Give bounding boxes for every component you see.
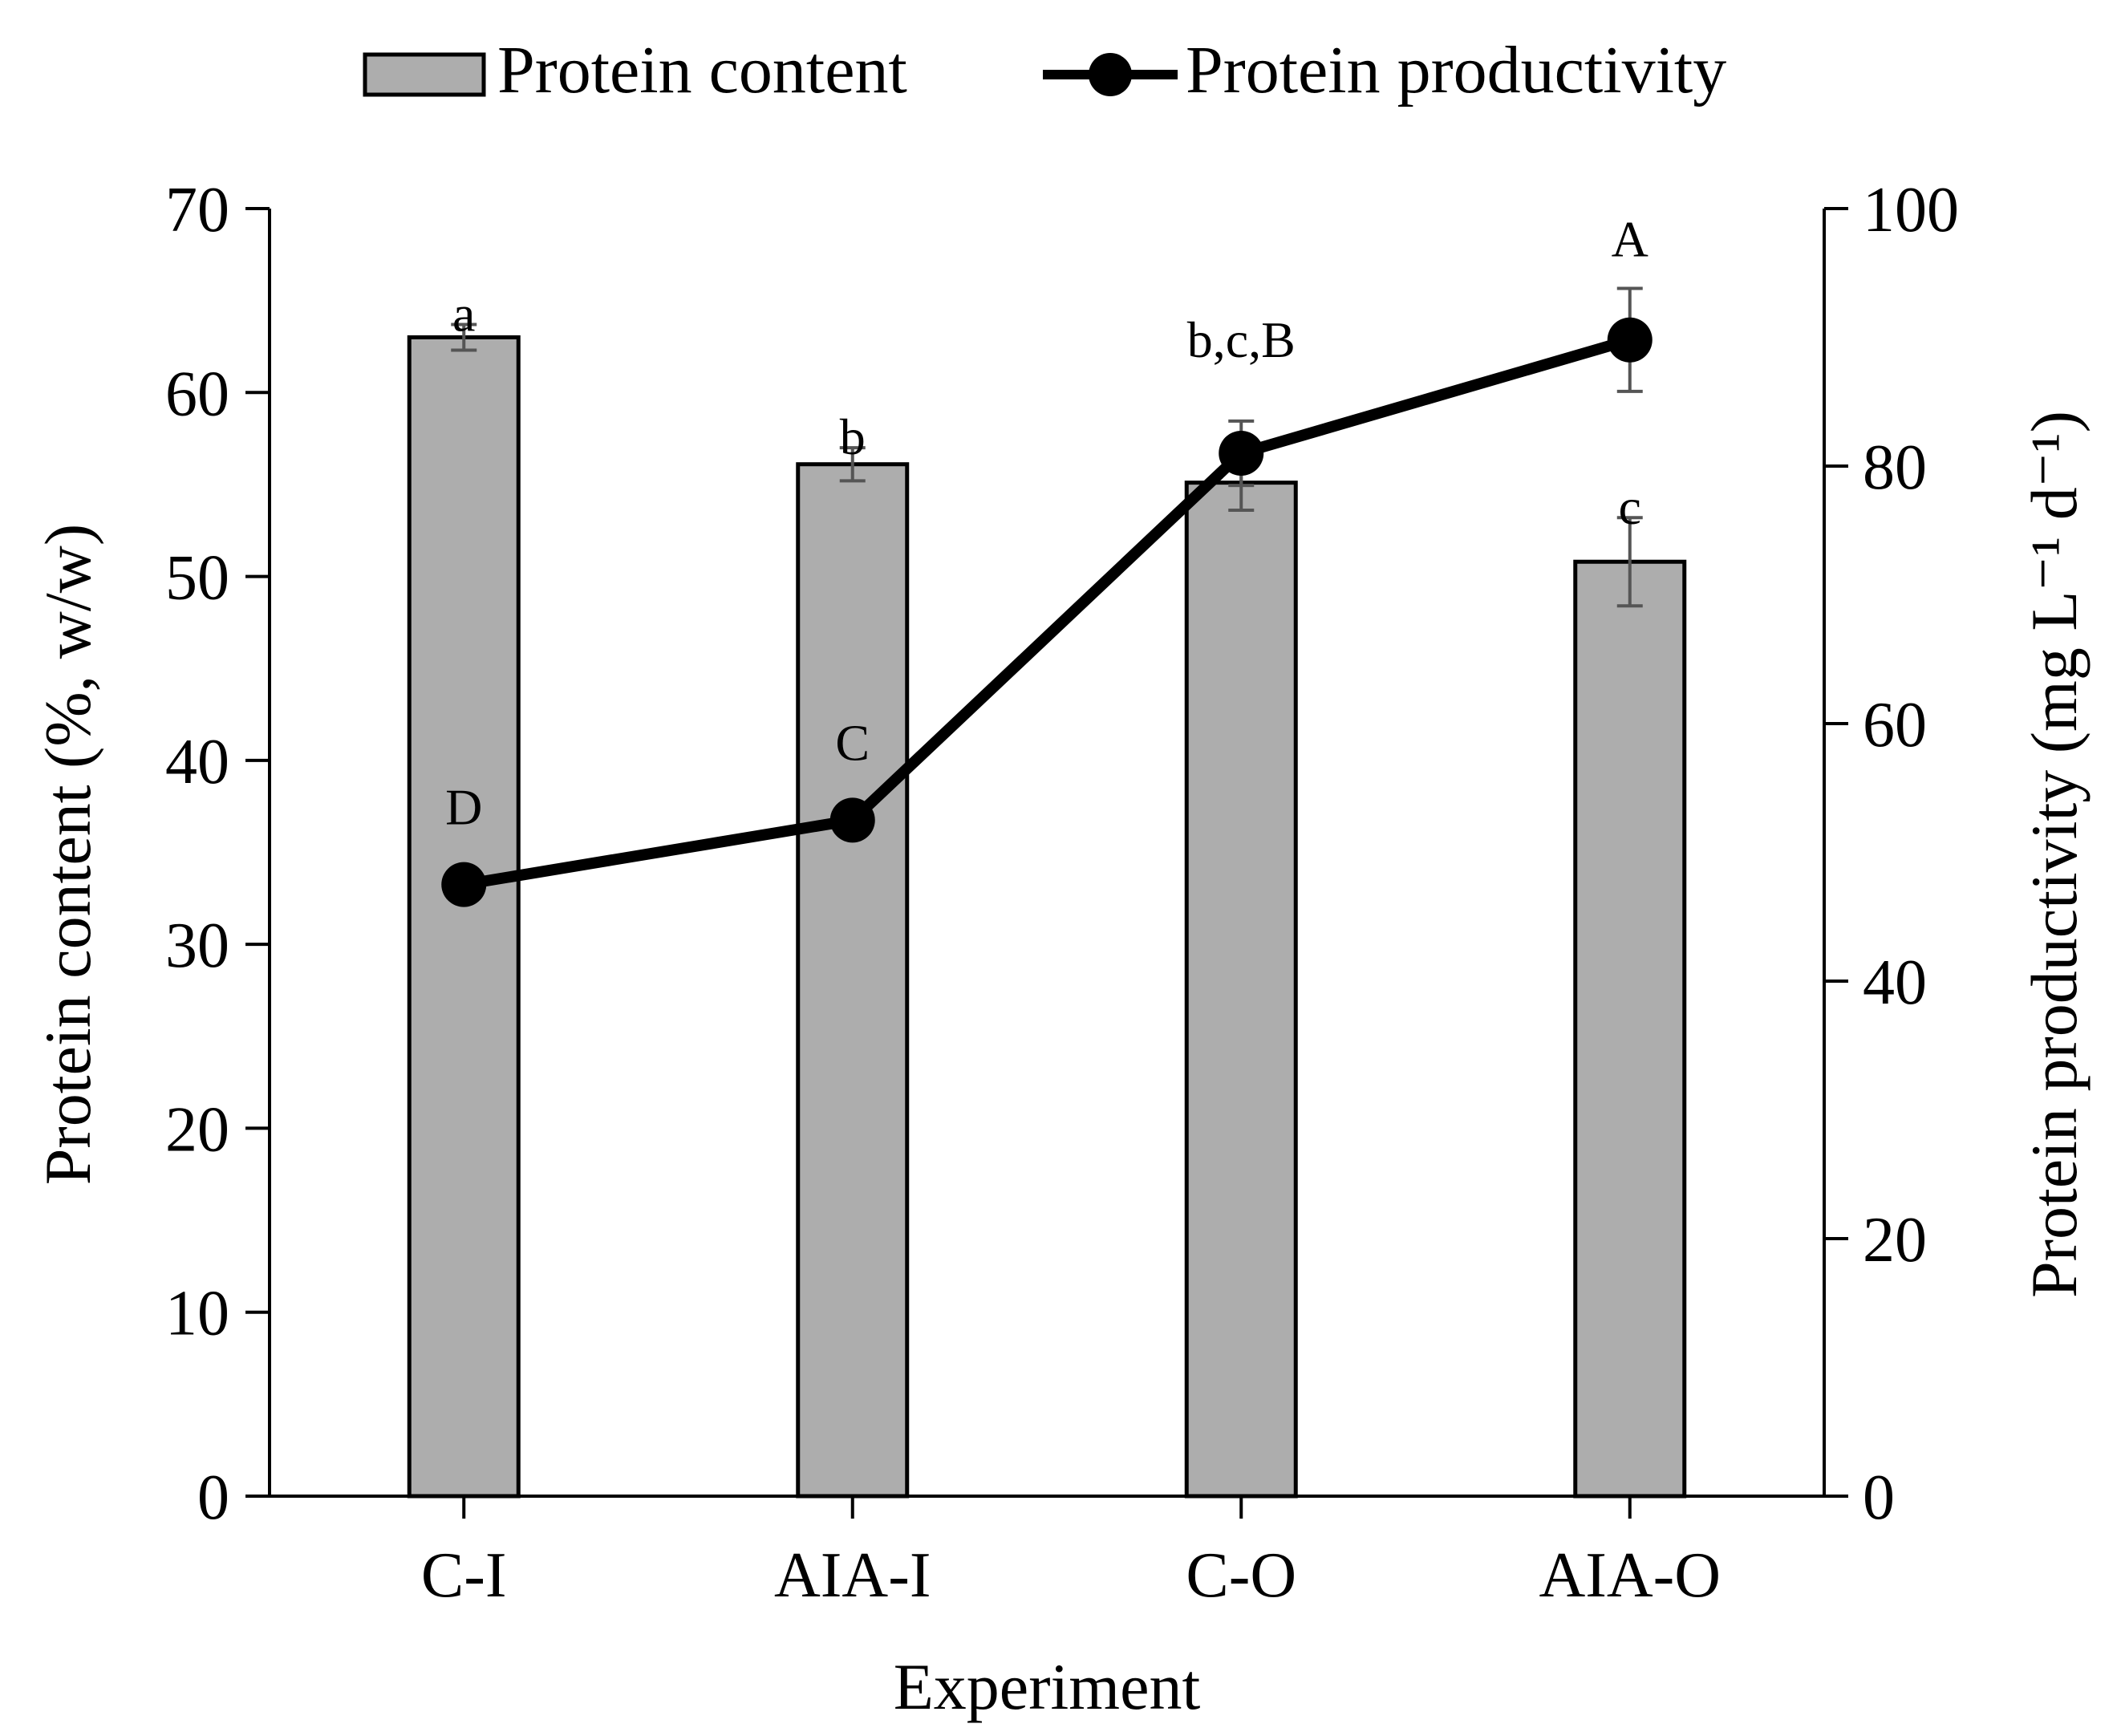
left-axis-title: Protein content (%, w/w): [31, 524, 104, 1185]
bar-series: [407, 322, 1687, 1499]
x-axis-ticks: C-I AIA-I C-O AIA-O: [421, 1496, 1721, 1611]
productivity-line: [463, 334, 1632, 890]
line-series: [441, 286, 1653, 907]
bar: [796, 462, 910, 1499]
productivity-point: [441, 862, 487, 907]
left-tick-label: 30: [165, 911, 229, 981]
right-tick-label: 60: [1863, 690, 1927, 761]
bar: [1573, 559, 1687, 1499]
right-tick-label: 80: [1863, 432, 1927, 503]
right-axis-title: Protein productivity (mg L⁻¹ d⁻¹): [2018, 411, 2091, 1298]
left-tick-label: 60: [165, 359, 229, 429]
x-tick-label: C-O: [1186, 1540, 1296, 1611]
left-axis-ticks: 0 10 20 30 40 50 60 70: [165, 175, 270, 1533]
legend-bar-swatch: [363, 52, 486, 97]
bar: [407, 335, 521, 1499]
x-axis-title: Experiment: [894, 1650, 1201, 1723]
x-tick-label: AIA-I: [774, 1540, 931, 1611]
legend-line-marker: [1089, 53, 1132, 96]
bar-significance-label: b: [840, 408, 866, 465]
bar-significance-label: a: [452, 285, 475, 342]
bar-significance-label: c: [1619, 478, 1641, 535]
line-significance-label: A: [1612, 211, 1649, 268]
shared-significance-label: b,c,B: [1187, 311, 1296, 368]
line-significance-label: C: [835, 714, 870, 771]
left-tick-label: 0: [197, 1462, 229, 1533]
right-axis-ticks: 0 20 40 60 80 100: [1824, 175, 1959, 1533]
x-tick-label: AIA-O: [1539, 1540, 1721, 1611]
bar: [1184, 481, 1298, 1499]
productivity-point: [1607, 317, 1653, 363]
legend-line-label: Protein productivity: [1186, 33, 1726, 107]
legend-bar-label: Protein content: [497, 33, 907, 107]
significance-labels: a b c D C Ab,c,B: [445, 211, 1649, 836]
left-tick-label: 50: [165, 543, 229, 614]
line-significance-label: D: [445, 779, 482, 836]
right-tick-label: 20: [1863, 1205, 1927, 1276]
left-tick-label: 10: [165, 1279, 229, 1349]
x-tick-label: C-I: [421, 1540, 507, 1611]
productivity-point: [829, 797, 875, 843]
right-tick-label: 0: [1863, 1462, 1895, 1533]
left-tick-label: 40: [165, 727, 229, 797]
legend: Protein content Protein productivity: [363, 33, 1726, 107]
productivity-point: [1219, 430, 1264, 476]
right-tick-label: 100: [1863, 175, 1959, 245]
right-tick-label: 40: [1863, 947, 1927, 1018]
left-tick-label: 20: [165, 1094, 229, 1165]
left-tick-label: 70: [165, 175, 229, 245]
